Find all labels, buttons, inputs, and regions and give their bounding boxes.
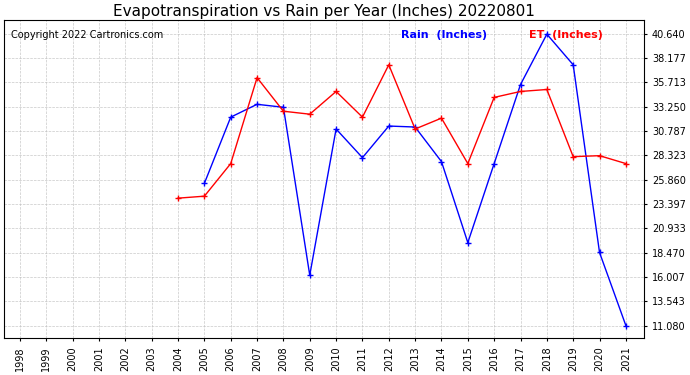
Text: ET  (Inches): ET (Inches) xyxy=(529,30,603,40)
Text: Rain  (Inches): Rain (Inches) xyxy=(401,30,487,40)
Text: Copyright 2022 Cartronics.com: Copyright 2022 Cartronics.com xyxy=(10,30,163,40)
Title: Evapotranspiration vs Rain per Year (Inches) 20220801: Evapotranspiration vs Rain per Year (Inc… xyxy=(113,4,535,19)
